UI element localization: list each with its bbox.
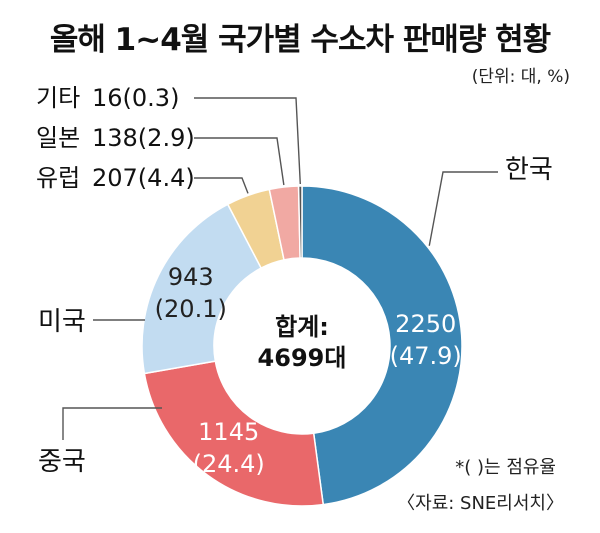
category-value-5: 16(0.3) [92,84,179,112]
category-label-0: 한국 [505,155,553,185]
category-label-5: 기타 [36,84,80,112]
category-label-3: 유럽 [36,164,80,192]
leader-3 [194,177,249,194]
leader-lines [62,97,498,440]
category-label-2: 미국 [38,307,86,337]
slice-group [141,185,463,507]
slice-value-1: 1145 [198,418,259,446]
center-value: 4699대 [258,344,347,372]
leader-4 [194,137,285,186]
leader-0 [428,171,498,246]
slice-value-0: 2250 [395,310,456,338]
leader-5 [194,97,301,185]
category-label-4: 일본 [36,124,80,152]
slice-share-1: (24.4) [193,450,265,478]
center-label: 합계: [275,313,329,341]
share-note: *( )는 점유율 [455,457,556,478]
slice-share-2: (20.1) [155,295,227,323]
leader-1 [62,407,162,440]
slice-share-0: (47.9) [390,342,462,370]
slice-value-2: 943 [168,263,214,291]
category-value-3: 207(4.4) [92,164,195,192]
chart-title: 올해 1~4월 국가별 수소차 판매량 현황 [49,22,551,58]
unit-label: (단위: 대, %) [471,67,570,87]
donut-hole [214,258,390,434]
category-value-4: 138(2.9) [92,124,195,152]
source-note: 〈자료: SNE리서치〉 [397,493,564,514]
category-label-1: 중국 [38,447,86,477]
